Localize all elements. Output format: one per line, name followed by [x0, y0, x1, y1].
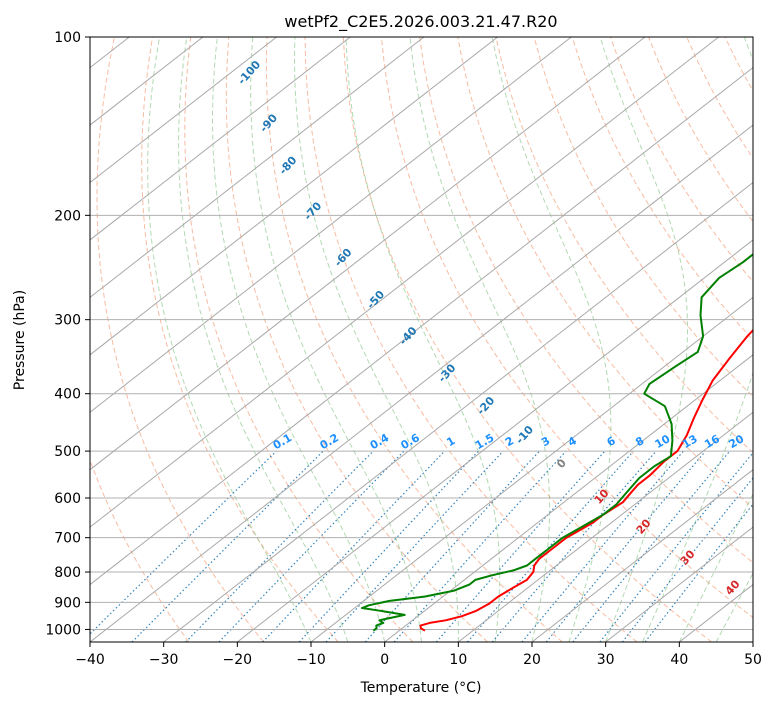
dry-adiabat-line — [304, 37, 638, 642]
isotherm-line — [237, 239, 753, 642]
x-tick-label: −10 — [296, 652, 326, 668]
isotherm-line — [605, 526, 753, 642]
y-tick-label: 1000 — [45, 622, 81, 638]
isotherm-line — [90, 66, 753, 586]
x-tick-label: 0 — [380, 652, 389, 668]
isotherm-line — [531, 469, 753, 642]
dry-adiabat-line — [380, 37, 753, 619]
dry-adiabat-line — [495, 37, 753, 454]
y-tick-label: 300 — [54, 313, 81, 329]
x-tick-label: −30 — [149, 652, 179, 668]
mixing-ratio-line — [599, 451, 753, 642]
dry-adiabat-line — [184, 37, 414, 642]
moist-adiabat-line — [409, 37, 551, 642]
isotherm-line — [90, 124, 753, 642]
x-axis-title: Temperature (°C) — [360, 680, 482, 696]
y-tick-label: 600 — [54, 491, 81, 507]
y-tick-label: 900 — [54, 595, 81, 611]
y-tick-label: 700 — [54, 531, 81, 547]
y-tick-label: 100 — [54, 30, 81, 46]
isotherm-line — [310, 296, 753, 642]
mixing-ratio-line — [521, 450, 684, 642]
y-tick-label: 500 — [54, 444, 81, 460]
y-axis-title: Pressure (hPa) — [12, 290, 28, 390]
mixing-ratio-line — [298, 450, 479, 642]
mixing-ratio-line — [90, 450, 277, 635]
skewed-isotherms — [90, 37, 753, 642]
x-tick-label: 50 — [744, 652, 762, 668]
moist-adiabat-line — [178, 37, 349, 642]
moist-adiabat-line — [491, 37, 612, 642]
mixing-ratio-line — [218, 450, 405, 642]
moist-adiabat-line — [147, 37, 312, 642]
isotherm-line — [90, 37, 719, 528]
mixing-ratio-line — [262, 450, 446, 642]
moist-adiabat-line — [250, 37, 422, 642]
dry-adiabat-line — [141, 37, 339, 642]
isotherm-line — [90, 37, 572, 413]
isotherm-line — [163, 181, 753, 642]
dry-adiabat-line — [90, 458, 190, 642]
x-tick-label: 10 — [449, 652, 467, 668]
plot-frame — [89, 36, 754, 643]
pressure-gridlines — [90, 37, 753, 630]
isotherm-line — [90, 37, 351, 241]
sounding-profiles — [361, 253, 753, 632]
moist-adiabat-line — [345, 37, 501, 642]
x-tick-label: −20 — [223, 652, 253, 668]
mixing-ratio-lines — [90, 450, 753, 642]
y-axis-ticks: 100 200 300 400 500 600 700 800 900 1000 — [45, 30, 90, 638]
moist-adiabat-line — [642, 37, 753, 642]
x-tick-label: 30 — [597, 652, 615, 668]
x-tick-label: −40 — [75, 652, 105, 668]
y-tick-label: 400 — [54, 387, 81, 403]
dry-adiabat-line — [96, 37, 264, 642]
isotherm-line — [90, 37, 498, 356]
x-tick-label: 20 — [523, 652, 541, 668]
dewpoint-profile-line — [361, 253, 753, 632]
mixing-ratio-line — [435, 450, 606, 642]
mixing-ratio-line — [364, 450, 540, 642]
isotherm-line — [90, 37, 646, 471]
x-axis-ticks: −40 −30 −20 −10 0 10 20 30 40 50 — [75, 642, 762, 668]
isotherm-line — [90, 37, 277, 184]
moist-adiabats — [147, 37, 753, 642]
mixing-ratio-line — [393, 450, 567, 642]
moist-adiabat-line — [293, 37, 459, 642]
dry-adiabat-line — [571, 37, 753, 341]
x-tick-label: 40 — [670, 652, 688, 668]
mixing-ratio-line — [545, 450, 706, 642]
moist-adiabat-line — [212, 37, 386, 642]
isotherm-line — [90, 37, 425, 299]
mixing-ratio-line — [185, 450, 374, 642]
mixing-ratio-line — [572, 450, 731, 642]
mixing-ratio-line — [621, 476, 753, 642]
isotherm-line — [458, 411, 753, 642]
y-tick-label: 200 — [54, 208, 81, 224]
moist-adiabat-line — [599, 37, 688, 642]
dry-adiabat-line — [419, 37, 753, 564]
mixing-ratio-line — [325, 450, 504, 642]
dry-adiabat-line — [265, 37, 563, 642]
dry-adiabat-line — [225, 37, 488, 642]
y-tick-label: 800 — [54, 565, 81, 581]
chart-title: wetPf2_C2E5.2026.003.21.47.R20 — [284, 12, 557, 32]
isotherm-line — [384, 354, 753, 642]
